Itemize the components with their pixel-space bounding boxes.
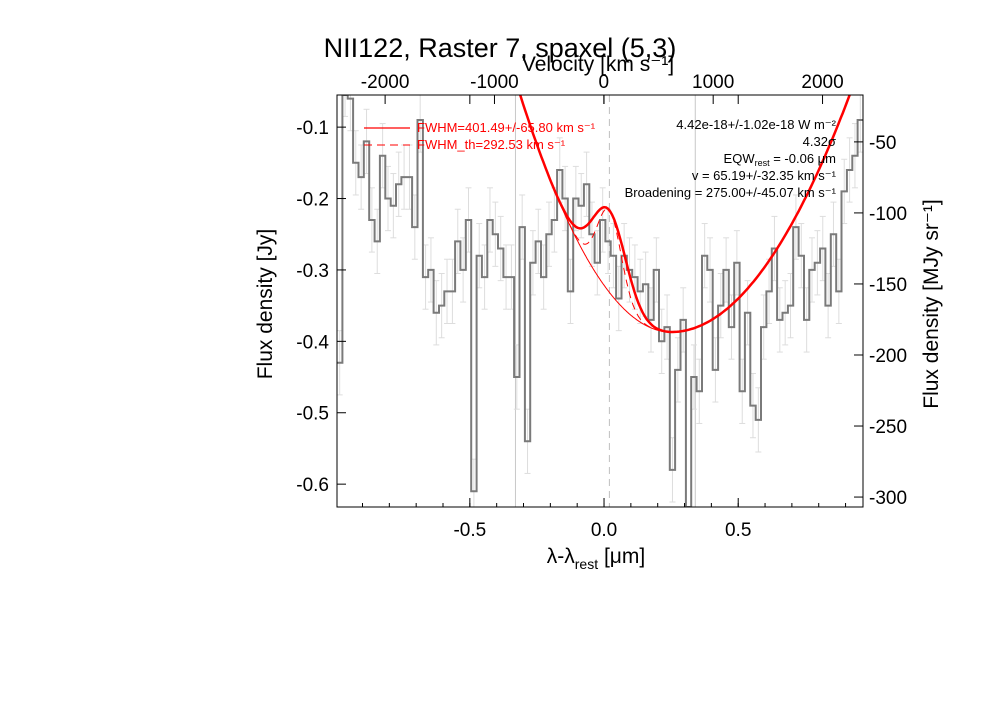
legend-model-label: FWHM=401.49+/-65.80 km s⁻¹ [417,120,596,135]
plot-area: -0.5 0.0 0.5 -2000 -1000 0 1000 2000 -0.1 -0.2 -0.… [296,72,907,541]
model-fit-curve [518,95,851,334]
chart-title: NII122, Raster 7, spaxel (5,3) [324,33,677,63]
x-tick-label: -0.5 [453,520,486,541]
annotation-broadening: Broadening = 275.00+/-45.07 km s⁻¹ [625,185,837,200]
y2-tick-label: -250 [869,417,907,438]
annotation-eqw: EQWrest = -0.06 μm [724,151,836,168]
top-tick-label: -1000 [470,72,519,93]
legend: FWHM=401.49+/-65.80 km s⁻¹ FWHM_th=292.5… [364,120,596,152]
top-tick-label: 2000 [801,72,843,93]
y2-tick-label: -150 [869,275,907,296]
y-tick-label: -0.5 [296,404,329,425]
annotation-significance: 4.32σ [803,134,836,149]
legend-theoretical-label: FWHM_th=292.53 km s⁻¹ [417,137,566,152]
x-tick-label: 0.0 [591,520,617,541]
top-axis-label: Velocity [km s⁻¹] [522,53,674,76]
y-tick-label: -0.4 [296,332,329,353]
y2-tick-label: -50 [869,133,896,154]
top-tick-label: 1000 [692,72,734,93]
x-axis-label: λ-λrest [μm] [547,545,645,572]
top-tick-label: -2000 [361,72,410,93]
annotation-flux: 4.42e-18+/-1.02e-18 W m⁻² [676,117,836,132]
y2-tick-label: -200 [869,346,907,367]
y-tick-label: -0.3 [296,261,329,282]
y-tick-label: -0.6 [296,475,329,496]
y2-axis-label: Flux density [MJy sr⁻¹] [920,199,943,408]
top-tick-label: 0 [599,72,610,93]
y-tick-label: -0.1 [296,118,329,139]
y-tick-label: -0.2 [296,190,329,211]
y2-tick-label: -300 [869,488,907,509]
y-axis-label: Flux density [Jy] [254,229,277,380]
y2-tick-label: -100 [869,204,907,225]
x-tick-label: 0.5 [725,520,751,541]
plot-frame [336,94,864,508]
annotations: 4.42e-18+/-1.02e-18 W m⁻² 4.32σ EQWrest … [625,117,837,200]
annotation-velocity: v = 65.19+/-32.35 km s⁻¹ [692,168,837,183]
